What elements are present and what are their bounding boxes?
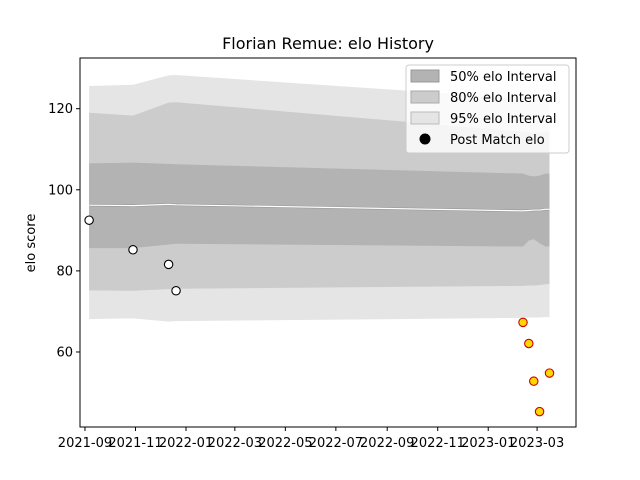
legend-marker-post bbox=[419, 133, 431, 145]
plot-frame bbox=[79, 57, 577, 428]
legend-box bbox=[405, 64, 570, 154]
y-tick-label-60: 60 bbox=[56, 345, 73, 360]
mean-elo-line bbox=[89, 203, 550, 213]
x-tick-label-2022-07: 2022-07 bbox=[309, 436, 363, 451]
post-match-point-7 bbox=[534, 406, 545, 417]
post-match-point-5 bbox=[524, 338, 534, 349]
mean-line bbox=[89, 203, 550, 212]
y-axis-label: elo score bbox=[24, 214, 39, 273]
x-tick-label-2023-01: 2023-01 bbox=[461, 436, 515, 451]
legend-label-50: 50% elo Interval bbox=[450, 70, 557, 85]
post-match-point-1 bbox=[128, 245, 138, 255]
legend-swatch-80 bbox=[410, 90, 440, 104]
post-match-point-4 bbox=[518, 317, 528, 328]
legend-label-95: 95% elo Interval bbox=[450, 112, 557, 127]
band-50 bbox=[89, 162, 550, 249]
x-tick-label-2021-09: 2021-09 bbox=[58, 436, 112, 451]
legend-swatch-50 bbox=[410, 69, 440, 83]
x-tick-label-2022-03: 2022-03 bbox=[208, 436, 262, 451]
x-tick-label-2022-09: 2022-09 bbox=[360, 436, 414, 451]
legend-label-80: 80% elo Interval bbox=[450, 91, 557, 106]
chart-title: Florian Remue: elo History bbox=[222, 34, 434, 53]
y-tick-label-80: 80 bbox=[56, 264, 73, 279]
legend-swatch-95 bbox=[410, 111, 440, 125]
post-match-point-0 bbox=[84, 215, 94, 225]
legend: 50% elo Interval 80% elo Interval 95% el… bbox=[405, 64, 570, 154]
x-tick-label-2022-01: 2022-01 bbox=[159, 436, 213, 451]
y-axis: 60 80 100 120 bbox=[48, 102, 80, 360]
x-axis: 2021-092021-112022-012022-032022-052022-… bbox=[58, 427, 564, 451]
post-match-points bbox=[84, 215, 555, 417]
x-tick-label-2023-03: 2023-03 bbox=[510, 436, 564, 451]
y-tick-label-100: 100 bbox=[48, 183, 73, 198]
y-tick-label-120: 120 bbox=[48, 102, 73, 117]
post-match-point-2 bbox=[163, 259, 174, 270]
post-match-point-6 bbox=[529, 376, 539, 386]
x-tick-label-2021-11: 2021-11 bbox=[108, 436, 162, 451]
x-tick-label-2022-11: 2022-11 bbox=[411, 436, 465, 451]
post-match-point-8 bbox=[544, 368, 555, 378]
x-tick-label-2022-05: 2022-05 bbox=[258, 436, 312, 451]
legend-label-post: Post Match elo bbox=[450, 133, 545, 148]
post-match-point-3 bbox=[171, 286, 181, 296]
